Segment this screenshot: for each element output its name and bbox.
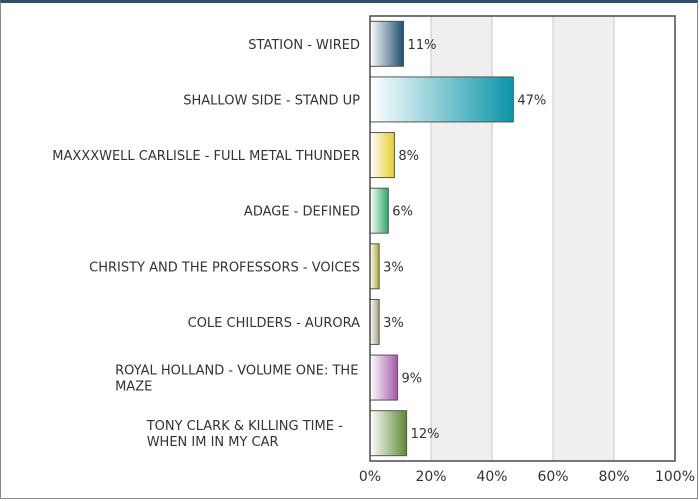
bars — [369, 20, 514, 457]
x-tick-label: 60% — [537, 469, 568, 485]
bar[interactable] — [369, 298, 380, 345]
bar[interactable] — [369, 187, 389, 234]
data-label: 3% — [383, 316, 404, 331]
category-labels: STATION - WIRED SHALLOW SIDE - STAND UP MA… — [52, 38, 360, 450]
bar[interactable] — [369, 132, 395, 179]
bar[interactable] — [369, 354, 398, 401]
category-label: TONY CLARK & KILLING TIME -WHEN IM IN MY… — [146, 419, 343, 450]
bar[interactable] — [369, 410, 408, 457]
category-label: ADAGE - DEFINED — [244, 205, 360, 220]
data-label: 9% — [401, 372, 422, 387]
data-label: 47% — [517, 93, 546, 108]
bar[interactable] — [369, 76, 514, 123]
x-tick-label: 80% — [598, 469, 629, 485]
bar[interactable] — [369, 20, 405, 67]
value-labels: 11% 47% 8% 6% 3% 3% 9% 12% — [383, 38, 546, 442]
x-tick-label: 40% — [476, 469, 507, 485]
bar[interactable] — [369, 243, 380, 290]
category-label: SHALLOW SIDE - STAND UP — [183, 93, 360, 108]
x-tick-labels: 0% 20% 40% 60% 80% 100% — [359, 469, 695, 485]
data-label: 6% — [392, 205, 413, 220]
x-tick-label: 20% — [415, 469, 446, 485]
data-label: 3% — [383, 260, 404, 275]
category-label: MAXXXWELL CARLISLE - FULL METAL THUNDER — [52, 149, 360, 164]
category-label: CHRISTY AND THE PROFESSORS - VOICES — [89, 260, 360, 275]
x-tick-label: 100% — [655, 469, 695, 485]
x-tick-label: 0% — [359, 469, 381, 485]
grid-band — [553, 16, 614, 461]
data-label: 11% — [408, 38, 437, 53]
category-label: ROYAL HOLLAND - VOLUME ONE: THE MAZE — [115, 364, 358, 395]
plot-area-border — [369, 15, 676, 462]
category-label: COLE CHILDERS - AURORA — [188, 316, 360, 331]
data-label: 8% — [398, 149, 419, 164]
category-label: STATION - WIRED — [248, 38, 360, 53]
data-label: 12% — [411, 427, 440, 442]
